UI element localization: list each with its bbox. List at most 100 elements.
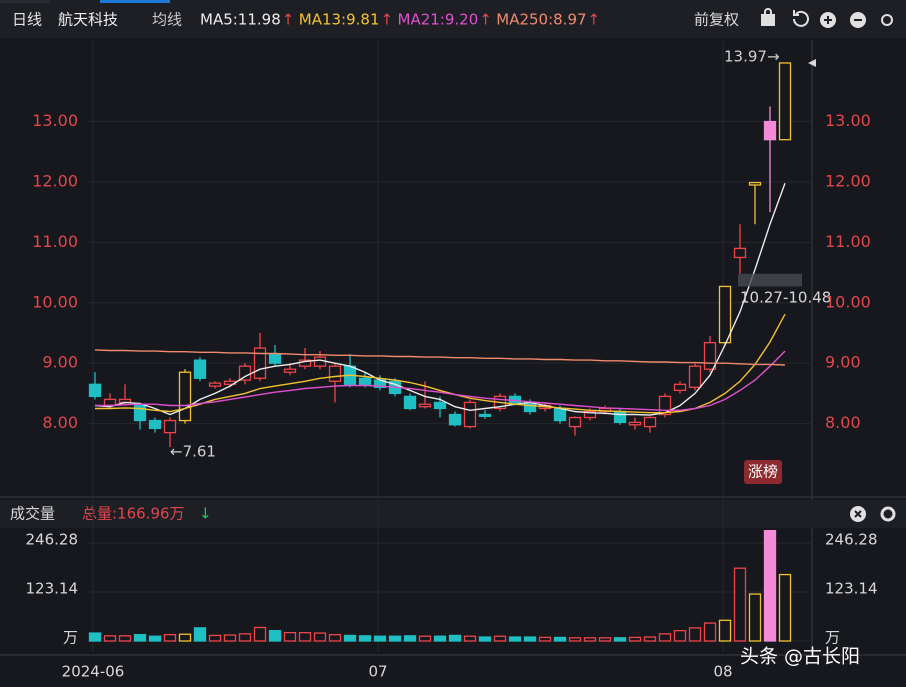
volume-bar xyxy=(388,635,402,642)
volume-bar xyxy=(313,632,327,642)
volume-bar xyxy=(163,633,177,642)
volume-bar xyxy=(733,567,747,642)
volume-bar xyxy=(148,635,162,642)
candle-body xyxy=(613,410,627,424)
vol-tick-label-right: 123.14 xyxy=(825,580,878,598)
period[interactable]: 日线 xyxy=(12,11,42,29)
volume-bar xyxy=(268,630,282,642)
tab-active xyxy=(100,0,170,3)
legend-arrow: ↑ xyxy=(381,11,394,29)
volume-bar xyxy=(673,630,687,642)
volume-arrow: ↓ xyxy=(199,505,212,523)
candle-body xyxy=(508,395,522,404)
candle-body xyxy=(193,359,207,379)
badge: 涨榜 xyxy=(748,463,778,481)
candle-body xyxy=(643,416,657,428)
ma-line xyxy=(94,182,786,416)
candle-body xyxy=(733,247,747,259)
lock-icon[interactable] xyxy=(761,14,775,26)
ma-line xyxy=(95,350,786,411)
candle-body xyxy=(313,356,327,367)
candle-body xyxy=(103,398,117,407)
volume-bar xyxy=(208,634,222,642)
volume-bar xyxy=(283,631,297,642)
candle-body xyxy=(478,413,492,417)
vol-tick-label: 123.14 xyxy=(26,580,79,598)
volume-bar xyxy=(598,637,612,642)
gap-zone xyxy=(738,273,802,287)
volume-bar xyxy=(583,637,597,642)
adjust[interactable]: 前复权 xyxy=(694,11,739,29)
volume-bar xyxy=(658,633,672,642)
high-annotation: 13.97→ xyxy=(724,48,780,66)
candle-body xyxy=(583,410,597,419)
legend-arrow: ↑ xyxy=(588,11,601,29)
candle-body xyxy=(88,383,102,398)
legend-entry: MA13:9.81 xyxy=(299,11,380,29)
volume-bar xyxy=(628,636,642,642)
candle-body xyxy=(163,419,177,434)
candle-body xyxy=(238,365,252,381)
volume-bar xyxy=(103,635,117,642)
annotations: ←7.61 13.97→ 10.27-10.48 涨榜 xyxy=(170,48,831,484)
undo-icon[interactable] xyxy=(793,10,809,27)
lock-shackle xyxy=(764,8,772,15)
volume-bar xyxy=(238,633,252,642)
candle-body xyxy=(148,419,162,430)
settings-icon[interactable] xyxy=(880,506,896,522)
y-tick-label-right: 12.00 xyxy=(825,171,871,190)
volume-bar xyxy=(433,635,447,642)
volume-bar xyxy=(118,635,132,642)
volume-title: 成交量 xyxy=(10,505,55,523)
vol-tick-label: 246.28 xyxy=(26,531,79,549)
settings-icon[interactable] xyxy=(881,14,893,26)
candle-body xyxy=(778,62,792,141)
plus xyxy=(824,16,832,24)
candle-body xyxy=(328,365,342,382)
volume-bar xyxy=(328,633,342,642)
candle-body xyxy=(628,421,642,426)
volume-bar xyxy=(553,636,567,642)
legend-entry: MA250:8.97 xyxy=(496,11,586,29)
y-tick-label: 11.00 xyxy=(32,232,78,251)
volume-bar xyxy=(718,619,732,642)
candle-body xyxy=(448,413,462,426)
ma-line xyxy=(95,313,786,414)
candle-body xyxy=(133,404,147,422)
ma-line xyxy=(94,349,786,366)
candle-body xyxy=(358,377,372,385)
volume-bar xyxy=(613,637,627,642)
close-x xyxy=(854,510,862,518)
y-tick-label: 10.00 xyxy=(32,292,78,311)
volume-bar xyxy=(403,635,417,642)
volume-bar xyxy=(373,635,387,642)
candle-body xyxy=(268,353,282,364)
y-tick-label-right: 11.00 xyxy=(825,232,871,251)
volume-bar xyxy=(133,633,147,642)
y-tick-label-right: 10.00 xyxy=(825,292,871,311)
volume-bar xyxy=(508,636,522,642)
plot xyxy=(88,62,792,448)
volume-bar xyxy=(688,627,702,642)
stock-name: 航天科技 xyxy=(58,11,118,29)
legend: MA5:11.98 ↑ MA13:9.81 ↑ MA21:9.20 ↑ MA250:8.97… xyxy=(200,11,600,29)
vol-tick-label-right: 万 xyxy=(825,629,840,647)
candle-body xyxy=(463,401,477,428)
gap-annotation: 10.27-10.48 xyxy=(740,289,831,307)
tab xyxy=(0,0,50,3)
volume-bar xyxy=(748,593,762,642)
volume-bar xyxy=(343,634,357,642)
price-pointer xyxy=(808,59,816,67)
candle-body xyxy=(178,371,192,422)
toolbar-icons[interactable] xyxy=(761,8,893,28)
candle-body xyxy=(553,407,567,422)
grid xyxy=(88,40,812,652)
candle-body xyxy=(433,401,447,410)
volume-bar xyxy=(298,631,312,642)
volume-bar xyxy=(478,636,492,642)
volume-bar xyxy=(523,636,537,642)
vol-tick-label: 万 xyxy=(63,629,78,647)
ma-label[interactable]: 均线 xyxy=(152,11,182,29)
volume-bar xyxy=(253,626,267,642)
